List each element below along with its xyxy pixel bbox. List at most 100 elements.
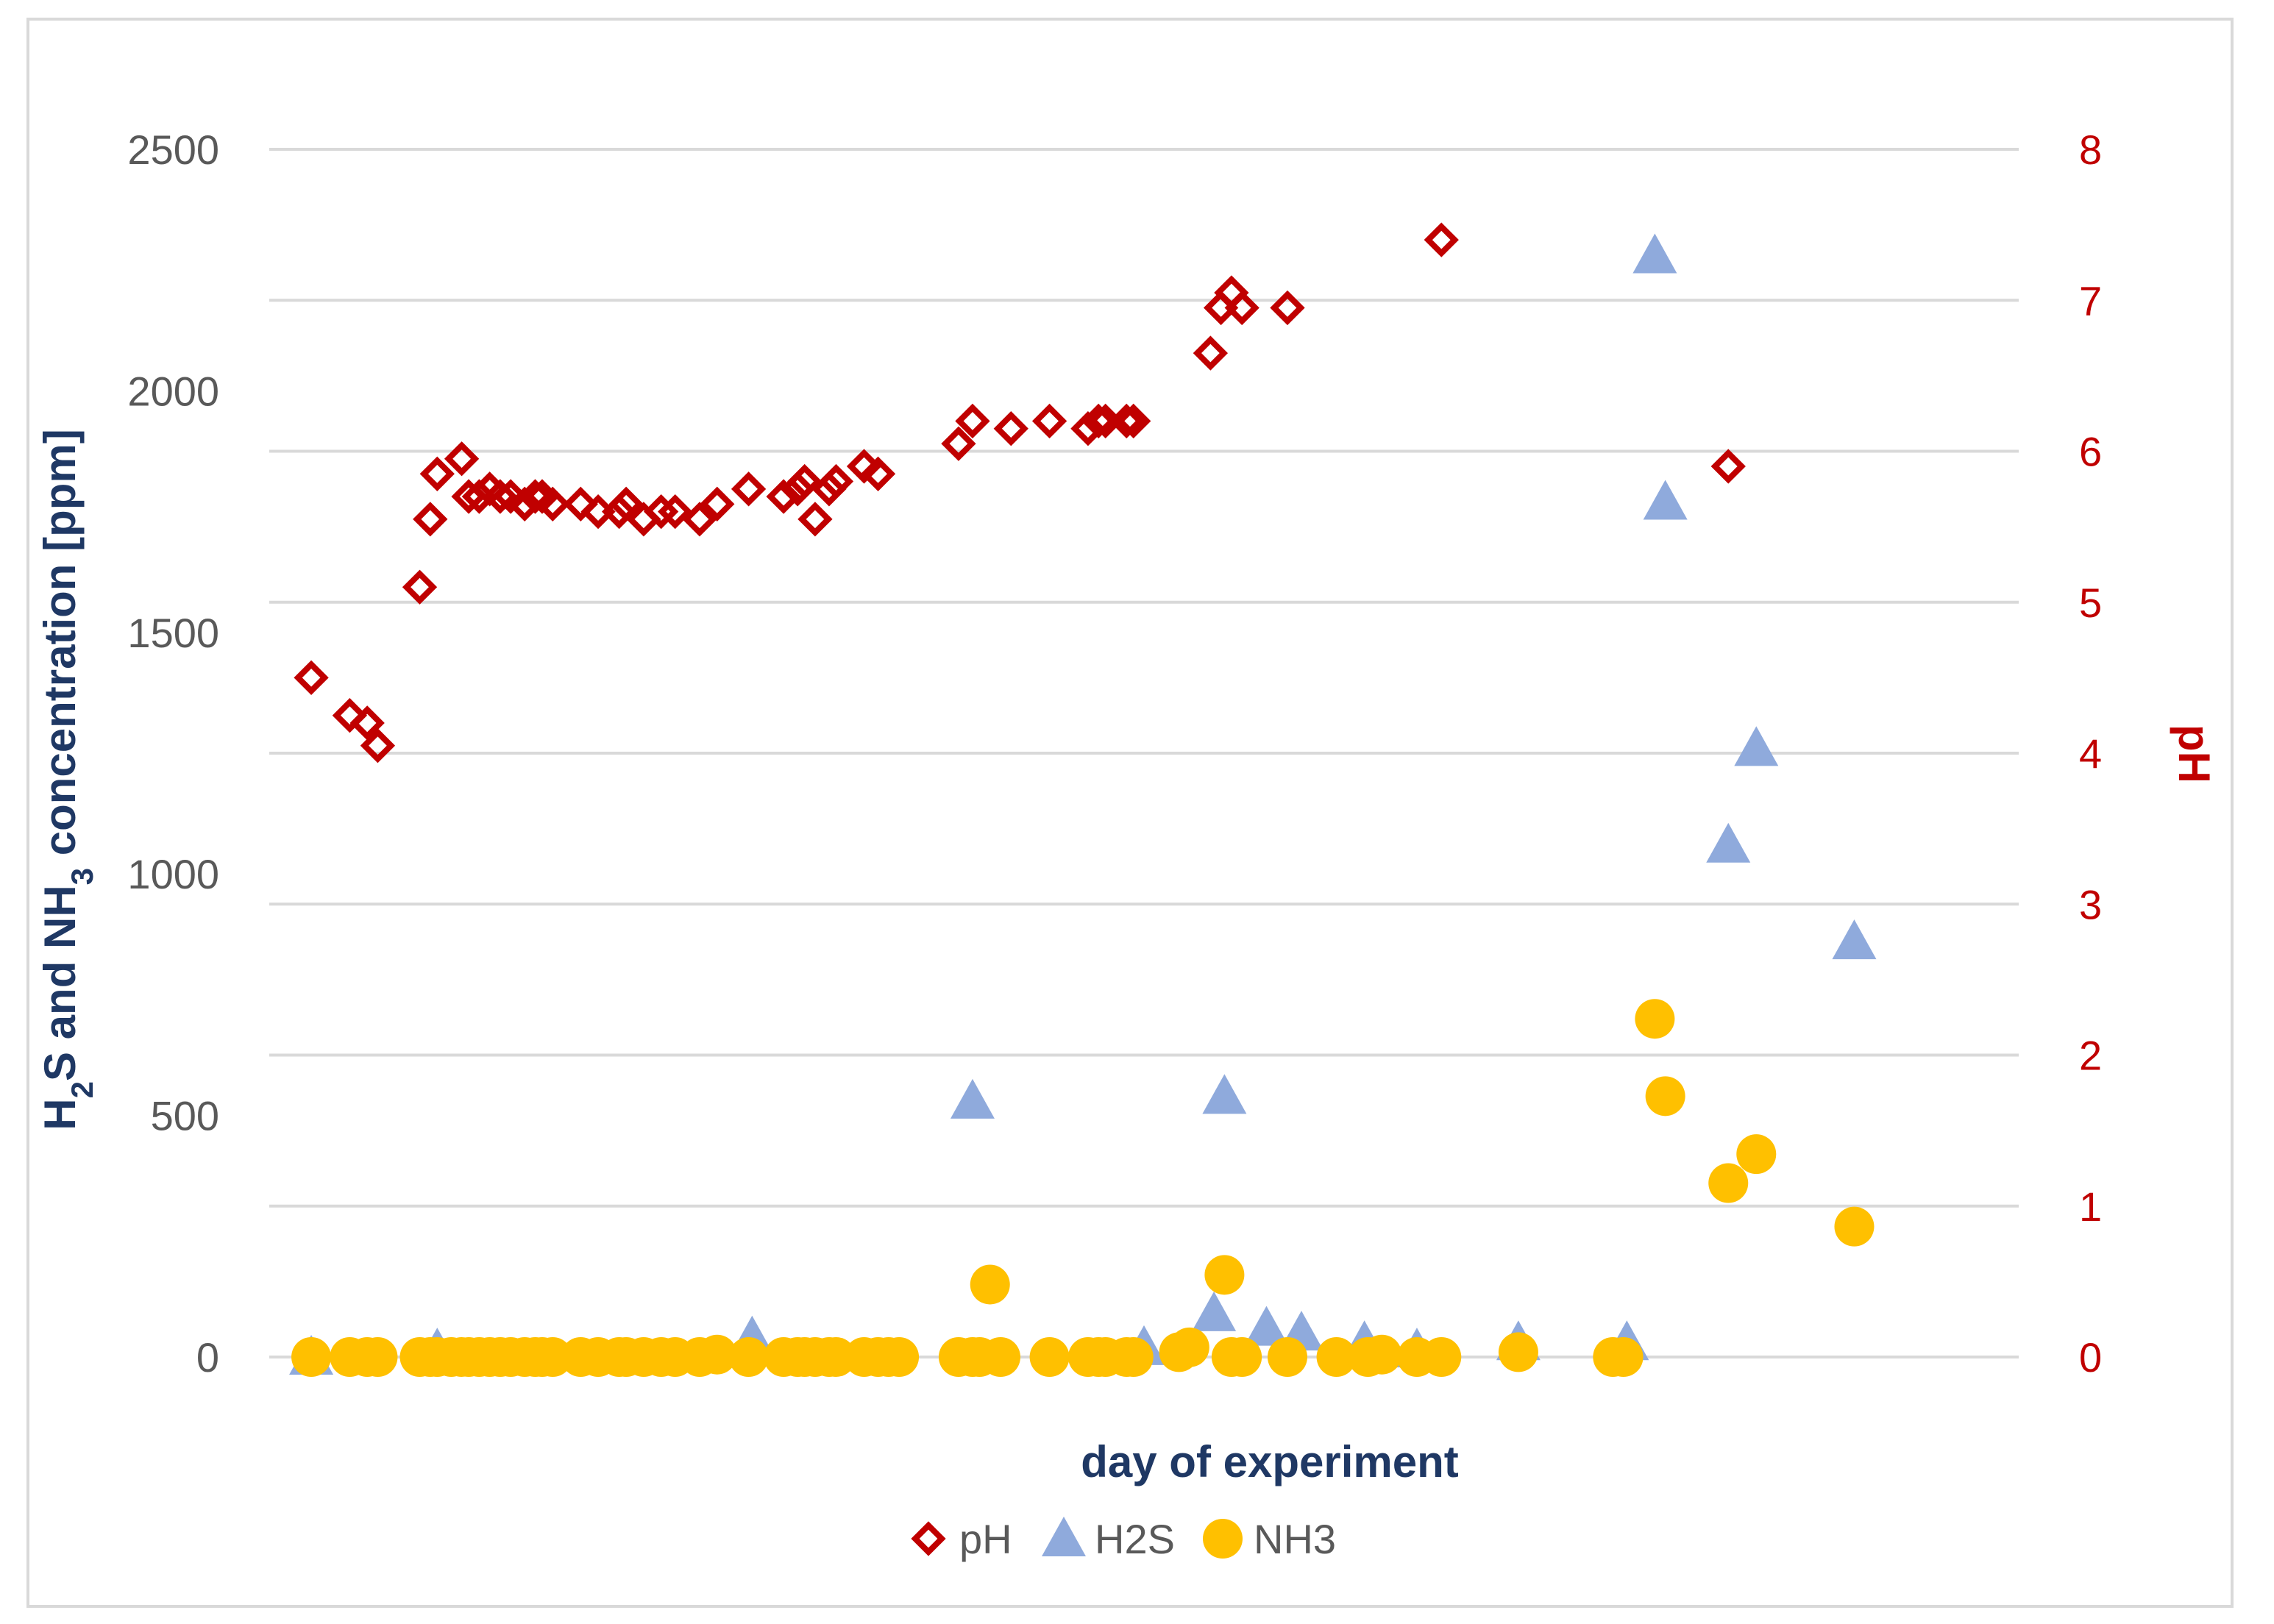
y-axis-title-part: H	[35, 1098, 85, 1130]
ph-point	[483, 479, 518, 514]
h2s-point	[1192, 1291, 1237, 1331]
ph-point	[1193, 335, 1229, 371]
left-tick-label: 2500	[127, 127, 219, 173]
ph-point	[1710, 449, 1746, 484]
ph-point	[1224, 290, 1259, 326]
left-tick-label: 2000	[127, 368, 219, 414]
h2s-point	[1643, 480, 1688, 520]
ph-point	[1116, 403, 1151, 439]
y-axis-title-right: pH	[2170, 724, 2219, 783]
ph-point	[797, 502, 833, 537]
ph-point	[535, 486, 570, 521]
h2s-point	[1632, 233, 1677, 274]
ph-point	[608, 486, 644, 521]
nh3-point	[1736, 1134, 1777, 1175]
right-axis-ticks: 0 1 2 3 4 5 6 7 8	[2079, 127, 2102, 1381]
legend-label: H2S	[1095, 1516, 1175, 1562]
ph-point	[780, 471, 815, 507]
right-tick-label: 0	[2079, 1334, 2102, 1381]
right-tick-label: 2	[2079, 1033, 2102, 1079]
legend-label: NH3	[1254, 1516, 1336, 1562]
h2s-point	[1244, 1306, 1289, 1346]
nh3-point	[981, 1337, 1021, 1377]
legend: pH H2S NH3	[911, 1516, 1336, 1562]
legend-label: pH	[959, 1516, 1012, 1562]
ph-point	[787, 463, 822, 499]
nh3-point	[1498, 1332, 1538, 1372]
y-axis-title-part: S and NH	[35, 885, 85, 1081]
right-tick-label: 3	[2079, 881, 2102, 927]
right-tick-label: 7	[2079, 277, 2102, 324]
ph-point	[601, 494, 637, 530]
nh3-point	[1708, 1163, 1749, 1203]
nh3-point	[1113, 1337, 1154, 1377]
ph-point	[731, 471, 767, 507]
y-axis-title-left: H2S and NH3 concentration [ppm]	[35, 429, 99, 1130]
ph-point	[563, 486, 598, 521]
right-tick-label: 5	[2079, 580, 2102, 626]
ph-point	[413, 502, 448, 537]
legend-h2s-marker	[1042, 1517, 1086, 1556]
ph-point	[818, 463, 854, 499]
h2s-point	[1202, 1074, 1247, 1114]
ph-point	[402, 569, 438, 605]
h2s-point	[950, 1078, 995, 1119]
h2s-point	[1706, 822, 1751, 863]
ph-point	[1270, 290, 1305, 326]
nh3-point	[1834, 1206, 1875, 1247]
ph-point	[941, 426, 976, 461]
ph-point	[658, 494, 693, 530]
left-tick-label: 0	[196, 1334, 219, 1381]
left-tick-label: 1000	[127, 851, 219, 897]
nh3-point	[1267, 1337, 1307, 1377]
legend-nh3-marker	[1203, 1519, 1243, 1559]
nh3-point	[358, 1337, 398, 1377]
left-tick-label: 1500	[127, 610, 219, 656]
ph-point	[1081, 403, 1116, 439]
h2s-point	[1734, 726, 1779, 766]
ph-point	[682, 502, 717, 537]
ph-point	[349, 705, 385, 741]
nh3-point	[1204, 1255, 1245, 1295]
ph-point	[993, 411, 1028, 446]
nh3-point	[1316, 1337, 1357, 1377]
right-tick-label: 1	[2079, 1183, 2102, 1230]
y-axis-title-part: concentration [ppm]	[35, 429, 85, 868]
nh3-point	[533, 1337, 573, 1377]
plot-area	[289, 222, 1877, 1377]
nh3-point	[816, 1337, 856, 1377]
nh3-point	[1362, 1334, 1402, 1375]
x-axis-title: day of experiment	[1081, 1437, 1459, 1486]
legend-ph-marker	[911, 1521, 946, 1556]
nh3-point	[1635, 999, 1675, 1039]
ph-point	[1031, 403, 1067, 439]
ph-point	[766, 479, 801, 514]
left-tick-label: 500	[151, 1093, 219, 1139]
right-tick-label: 8	[2079, 127, 2102, 173]
nh3-point	[970, 1264, 1010, 1305]
right-tick-label: 4	[2079, 730, 2102, 777]
ph-point	[1424, 222, 1459, 257]
ph-point	[1109, 403, 1144, 439]
h2s-point	[1832, 919, 1877, 960]
ph-point	[294, 660, 329, 696]
nh3-point	[1222, 1337, 1262, 1377]
ph-point	[444, 441, 480, 477]
nh3-point	[697, 1334, 737, 1375]
ph-point	[860, 456, 896, 491]
ph-point	[955, 403, 990, 439]
nh3-point	[1421, 1337, 1462, 1377]
y-axis-title-subscript: 2	[65, 1081, 99, 1098]
left-axis-ticks: 0 500 1000 1500 2000 2500	[127, 127, 219, 1381]
nh3-point	[1029, 1337, 1070, 1377]
nh3-point	[1603, 1337, 1644, 1377]
nh3-point	[728, 1337, 769, 1377]
ph-point	[419, 456, 455, 491]
y-axis-title-subscript: 3	[65, 868, 99, 885]
nh3-point	[1169, 1327, 1209, 1367]
right-tick-label: 6	[2079, 429, 2102, 475]
ph-point	[811, 471, 847, 507]
ph-point	[517, 479, 553, 514]
nh3-point	[879, 1337, 920, 1377]
